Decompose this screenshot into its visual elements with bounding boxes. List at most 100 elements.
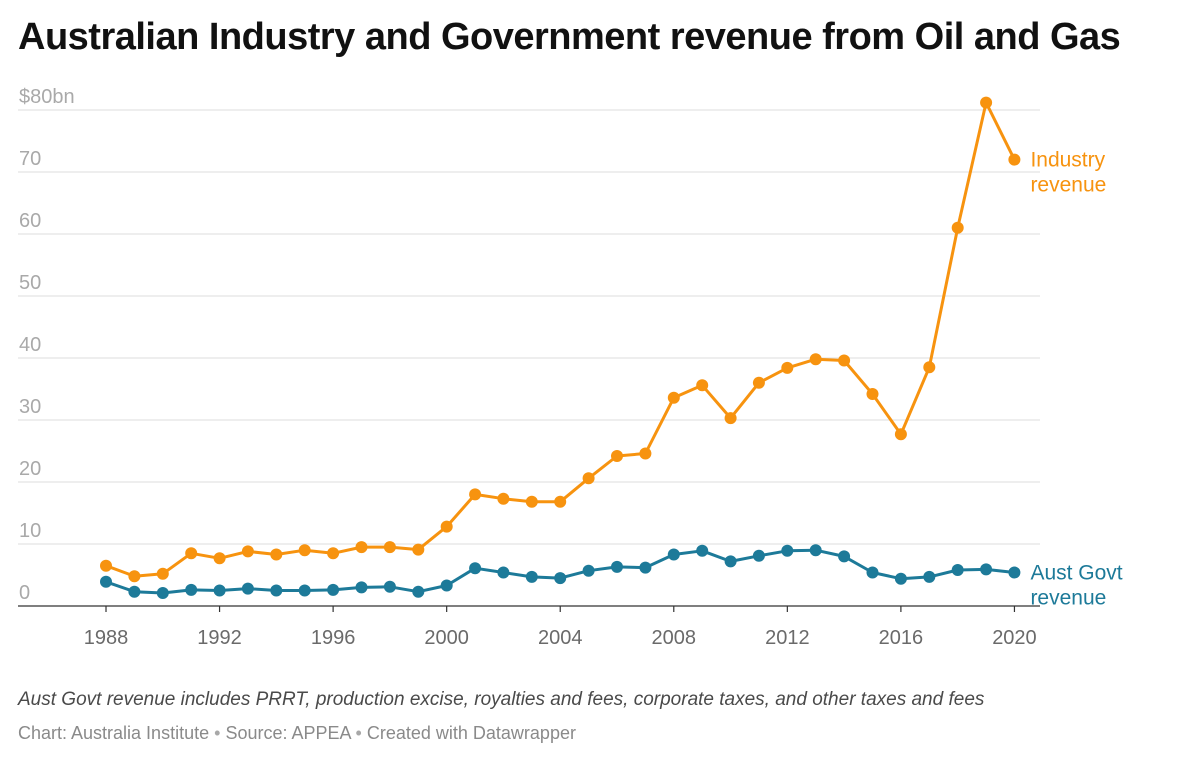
y-tick-label: 50 [19,272,41,294]
industry-data-point [951,221,964,234]
credit-separator: • [214,723,221,743]
govt-data-point [100,575,112,588]
industry-data-point [469,488,482,501]
y-tick-label: 0 [19,582,30,604]
y-tick-label: 70 [19,148,41,170]
chart-note: Aust Govt revenue includes PRRT, product… [18,689,985,710]
govt-data-point [582,564,595,577]
govt-data-point [781,544,794,557]
industry-data-point [809,353,822,366]
industry-data-point [724,412,737,425]
industry-data-point [866,388,879,400]
industry-data-point [525,495,538,508]
govt-data-point [639,561,652,574]
y-axis-tick-labels: 0 10 20 30 40 50 60 70 $80bn [19,86,75,604]
y-tick-label: 10 [19,520,41,542]
industry-data-point [440,520,453,533]
industry-data-point [611,450,623,462]
chart-title: Australian Industry and Government reven… [18,16,1121,58]
industry-data-point [554,495,567,508]
govt-data-point [525,570,538,583]
govt-data-point [298,584,311,597]
govt-data-point [213,584,226,597]
credit-created-with: Created with Datawrapper [366,723,576,743]
y-tick-label: 40 [19,334,41,356]
govt-data-point [412,585,425,598]
govt-data-point [440,579,453,592]
industry-data-point [582,472,595,485]
industry-data-point [838,354,851,367]
gridlines [18,109,1040,545]
govt-data-point [241,582,254,595]
industry-data-point [639,447,652,460]
industry-data-point [667,391,680,404]
x-axis-tick-labels: 1988 1992 1996 2000 2004 2008 2012 2016 2020 [84,627,1037,649]
govt-data-point [724,555,737,568]
govt-series-label: Aust Govt revenue [1030,562,1122,610]
govt-data-point [894,572,907,585]
x-tick-label: 2012 [765,627,810,649]
govt-series-label-line: Aust Govt [1030,562,1122,585]
credit-separator: • [355,723,362,743]
industry-data-point [412,543,425,556]
y-tick-label: 60 [19,210,41,232]
y-tick-label: $80bn [19,86,75,108]
chart-credits: Chart: Australia Institute • Source: APP… [18,723,576,744]
govt-data-point [128,585,141,598]
industry-data-point [270,548,283,561]
govt-series-label-line: revenue [1030,587,1106,610]
x-tick-label: 1996 [311,627,356,649]
industry-data-point [128,570,141,583]
industry-data-point [156,567,169,580]
govt-data-point [156,587,169,599]
x-tick-label: 2008 [652,627,697,649]
govt-data-point [696,544,709,557]
industry-data-point [355,541,368,554]
govt-data-point [809,544,822,557]
industry-data-point [1008,153,1021,166]
industry-data-point [980,96,993,109]
industry-data-point [298,544,311,557]
industry-data-point [781,361,794,374]
y-tick-label: 20 [19,458,41,480]
govt-data-point [951,564,964,576]
govt-data-point [554,572,567,585]
govt-data-point [355,581,368,594]
credit-chart: Chart: Australia Institute [18,723,210,743]
industry-data-point [327,547,340,560]
x-tick-label: 2004 [538,627,583,649]
industry-data-point [752,376,765,389]
x-tick-label: 1992 [197,627,242,649]
industry-data-point [923,361,936,374]
x-tick-label: 1988 [84,627,129,649]
industry-series-label-line: revenue [1030,174,1106,197]
govt-data-point [838,550,851,563]
line-chart: 0 10 20 30 40 50 60 70 $80bn 1988 1992 1996 2000 200… [18,86,1123,649]
y-tick-label: 30 [19,396,41,418]
govt-data-point [270,584,283,597]
govt-data-point [923,570,936,583]
x-tick-label: 2020 [992,627,1037,649]
industry-data-point [100,559,112,572]
govt-data-point [469,562,482,575]
industry-data-point [383,541,396,554]
industry-series-label-line: Industry [1030,149,1105,172]
series-lines [100,96,1021,599]
x-tick-label: 2016 [879,627,924,649]
govt-data-point [327,583,340,596]
govt-data-point [667,548,680,561]
govt-data-point [185,583,198,596]
industry-data-point [894,428,907,441]
industry-data-point [497,492,510,505]
credit-source: Source: APPEA [225,723,351,743]
govt-data-point [497,566,510,579]
govt-data-point [866,566,879,579]
industry-data-point [696,379,709,392]
govt-data-point [611,560,623,573]
industry-data-point [241,545,254,558]
govt-data-point [383,580,396,593]
x-tick-label: 2000 [424,627,469,649]
x-axis [18,605,1040,612]
govt-data-point [1008,566,1021,579]
